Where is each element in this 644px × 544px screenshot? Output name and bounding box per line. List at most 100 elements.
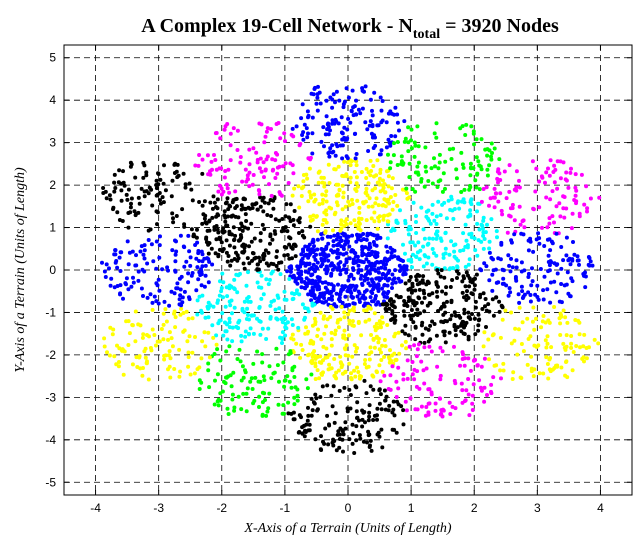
node-point bbox=[375, 158, 380, 163]
node-point bbox=[455, 276, 459, 280]
cell-9-nodes bbox=[479, 158, 602, 236]
node-point bbox=[224, 285, 229, 290]
node-point bbox=[412, 154, 417, 159]
node-point bbox=[492, 205, 497, 210]
node-point bbox=[201, 212, 206, 217]
cell-16-nodes bbox=[100, 233, 215, 308]
node-point bbox=[513, 276, 518, 281]
node-point bbox=[417, 287, 422, 292]
node-point bbox=[200, 293, 205, 298]
node-point bbox=[407, 344, 412, 349]
node-point bbox=[389, 318, 393, 322]
node-point bbox=[225, 406, 230, 411]
node-point bbox=[464, 238, 469, 243]
node-point bbox=[228, 303, 233, 308]
node-point bbox=[156, 301, 161, 306]
node-point bbox=[190, 198, 195, 203]
node-point bbox=[440, 289, 445, 294]
node-point bbox=[218, 358, 223, 363]
node-point bbox=[326, 241, 331, 246]
node-point bbox=[197, 378, 202, 383]
node-point bbox=[332, 420, 337, 425]
node-point bbox=[395, 120, 400, 125]
node-point bbox=[350, 202, 355, 206]
node-point bbox=[378, 167, 383, 172]
node-point bbox=[416, 240, 421, 245]
node-point bbox=[331, 443, 336, 448]
cell-8-nodes bbox=[386, 121, 502, 194]
node-point bbox=[272, 298, 276, 303]
node-point bbox=[290, 126, 295, 131]
node-point bbox=[433, 164, 437, 169]
node-point bbox=[121, 169, 125, 174]
node-point bbox=[248, 299, 253, 304]
node-point bbox=[244, 219, 249, 223]
node-point bbox=[436, 179, 441, 184]
node-point bbox=[340, 183, 345, 188]
node-point bbox=[229, 384, 234, 389]
node-point bbox=[223, 304, 228, 309]
node-point bbox=[212, 200, 217, 205]
node-point bbox=[460, 290, 465, 295]
node-point bbox=[489, 157, 494, 162]
node-point bbox=[117, 360, 121, 364]
node-point bbox=[173, 259, 178, 264]
node-point bbox=[386, 174, 391, 179]
node-point bbox=[287, 215, 292, 220]
node-point bbox=[482, 399, 487, 404]
node-point bbox=[240, 364, 245, 369]
node-point bbox=[140, 335, 145, 340]
node-point bbox=[266, 406, 271, 411]
node-point bbox=[285, 374, 290, 379]
node-point bbox=[324, 189, 329, 194]
node-point bbox=[555, 363, 560, 368]
node-point bbox=[459, 381, 464, 386]
node-point bbox=[344, 270, 349, 275]
node-point bbox=[251, 361, 256, 366]
node-point bbox=[326, 162, 331, 167]
node-point bbox=[162, 163, 166, 168]
node-point bbox=[477, 227, 482, 232]
node-point bbox=[465, 243, 470, 248]
node-point bbox=[286, 352, 291, 357]
node-point bbox=[107, 266, 111, 271]
node-point bbox=[420, 278, 425, 283]
node-point bbox=[162, 353, 167, 358]
node-point bbox=[206, 257, 211, 262]
node-point bbox=[200, 259, 205, 264]
node-point bbox=[486, 337, 491, 342]
node-point bbox=[243, 212, 248, 217]
node-point bbox=[290, 323, 295, 327]
node-point bbox=[413, 243, 418, 248]
node-point bbox=[501, 276, 506, 281]
data-points bbox=[100, 84, 602, 455]
node-point bbox=[220, 271, 225, 276]
node-point bbox=[271, 206, 276, 211]
node-point bbox=[361, 439, 366, 444]
node-point bbox=[315, 266, 320, 271]
node-point bbox=[430, 202, 435, 207]
node-point bbox=[444, 216, 449, 221]
node-point bbox=[489, 382, 494, 387]
node-point bbox=[341, 190, 346, 195]
node-point bbox=[323, 280, 328, 285]
node-point bbox=[353, 349, 358, 354]
node-point bbox=[266, 250, 271, 255]
node-point bbox=[194, 256, 199, 261]
node-point bbox=[242, 266, 247, 271]
node-point bbox=[343, 219, 348, 224]
node-point bbox=[376, 203, 381, 208]
node-point bbox=[325, 127, 330, 132]
node-point bbox=[472, 287, 477, 292]
node-point bbox=[341, 247, 346, 251]
node-point bbox=[375, 226, 380, 231]
node-point bbox=[230, 397, 235, 402]
node-point bbox=[225, 214, 230, 219]
node-point bbox=[469, 124, 474, 129]
node-point bbox=[303, 430, 308, 434]
node-point bbox=[448, 412, 453, 416]
node-point bbox=[372, 210, 377, 215]
node-point bbox=[457, 206, 462, 211]
node-point bbox=[520, 289, 525, 294]
node-point bbox=[496, 256, 501, 261]
